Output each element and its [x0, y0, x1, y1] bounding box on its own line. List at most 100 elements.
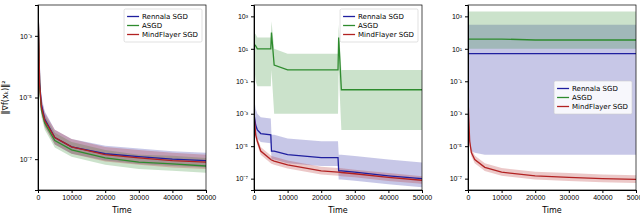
tick-label: 20000 [312, 194, 332, 201]
tick-mark [502, 190, 503, 193]
tick-mark [465, 179, 468, 180]
series-line [254, 114, 422, 179]
x-axis-title: Time [111, 206, 132, 215]
tick-mark [251, 16, 254, 17]
band [254, 110, 422, 184]
legend-box [340, 9, 418, 42]
axis-line [255, 191, 423, 194]
tick-mark [72, 190, 73, 193]
tick: 10³ [452, 13, 468, 20]
legend-swatch [557, 106, 569, 107]
tick-mark [355, 190, 356, 193]
tick-mark [465, 146, 468, 147]
tick-label: 40000 [379, 194, 399, 201]
x-axis: 0 10000 20000 30000 40000 50000 [253, 190, 433, 201]
tick-label: 10⁻³ [20, 33, 33, 40]
series-line [38, 5, 206, 166]
tick: 20000 [96, 190, 116, 201]
tick-mark [172, 190, 173, 193]
band [38, 5, 206, 173]
tick-mark [422, 190, 423, 193]
tick: 40000 [593, 190, 613, 201]
tick: 50000 [627, 190, 640, 201]
tick-label: 20000 [526, 194, 546, 201]
legend-swatch [557, 88, 569, 89]
tick-mark [636, 190, 637, 193]
tick: 10⁻¹ [450, 78, 468, 85]
tick: 10⁻⁵ [449, 143, 468, 150]
tick: 50000 [197, 190, 217, 201]
tick: 10⁻³ [236, 110, 254, 117]
tick-mark [288, 190, 289, 193]
tick-label: 30000 [560, 194, 580, 201]
tick-label: 10⁻³ [236, 110, 249, 117]
frame [38, 5, 206, 190]
tick-label: 10⁻⁵ [19, 94, 32, 101]
tick-mark [251, 146, 254, 147]
tick-label: 10³ [238, 13, 249, 20]
frame [254, 5, 422, 190]
series-line [468, 98, 636, 180]
x-axis-title: Time [541, 206, 562, 215]
x-axis: 01000020000300004000050000 [37, 190, 217, 201]
tick: 10¹ [452, 46, 468, 53]
tick-label: 10000 [278, 194, 298, 201]
tick: 30000 [346, 190, 366, 201]
series-line [38, 5, 206, 162]
legend-box [554, 81, 632, 114]
tick-mark [251, 81, 254, 82]
tick: 10⁻³ [450, 110, 468, 117]
tick-mark [35, 98, 38, 99]
y-axis: 10⁻⁷10⁻⁵10⁻³10⁻¹10¹10³ [235, 6, 254, 191]
legend-box [124, 9, 202, 42]
tick-label: 50000 [413, 194, 433, 201]
tick: 20000 [526, 190, 546, 201]
tick: 40000 [163, 190, 183, 201]
legend-label: MindFlayer SGD [358, 31, 414, 39]
band [254, 21, 422, 130]
series-line [468, 53, 636, 54]
panel: 0100002000030000400005000010⁻⁷10⁻⁵10⁻³10… [449, 5, 640, 215]
series-line [468, 38, 636, 40]
legend-label: Rennala SGD [572, 85, 618, 93]
tick-label: 10¹ [238, 46, 249, 53]
plot-area [254, 21, 422, 187]
tick: 30000 [130, 190, 150, 201]
tick-label: 0 [253, 194, 257, 201]
tick-label: 50000 [197, 194, 217, 201]
tick: 10¹ [238, 46, 254, 53]
axis-line [465, 6, 469, 191]
tick: 10⁻⁵ [19, 94, 38, 101]
tick-mark [602, 190, 603, 193]
panel: 0100002000030000400005000010⁻⁷10⁻⁵10⁻³Ti… [1, 0, 216, 215]
tick-mark [251, 49, 254, 50]
tick-label: 10000 [492, 194, 512, 201]
tick: 20000 [312, 190, 332, 201]
frame [468, 5, 636, 190]
tick-label: 20000 [96, 194, 116, 201]
plot-area [38, 5, 206, 173]
tick: 10000 [278, 190, 298, 201]
legend-label: Rennala SGD [358, 13, 404, 21]
tick: 0 [467, 190, 471, 201]
tick-mark [105, 190, 106, 193]
tick: 10000 [492, 190, 512, 201]
legend: Rennala SGDASGDMindFlayer SGD [554, 81, 632, 114]
tick-label: 10⁻⁷ [236, 175, 249, 182]
tick-mark [321, 190, 322, 193]
tick: 10⁻⁷ [236, 175, 254, 182]
tick: 0 [253, 190, 257, 201]
tick-label: 10⁻³ [450, 110, 463, 117]
tick-mark [465, 81, 468, 82]
tick-mark [465, 49, 468, 50]
tick-mark [35, 159, 38, 160]
x-axis: 0 10000 20000 30000 40000 50000 [467, 190, 640, 201]
band [468, 93, 636, 183]
axis-line [39, 191, 207, 194]
tick: 10⁻¹ [236, 78, 254, 85]
tick-label: 0 [37, 194, 41, 201]
tick: 10⁻³ [20, 33, 38, 40]
tick-label: 10⁻⁵ [449, 143, 462, 150]
legend-swatch [343, 25, 355, 26]
legend-label: MindFlayer SGD [142, 31, 198, 39]
